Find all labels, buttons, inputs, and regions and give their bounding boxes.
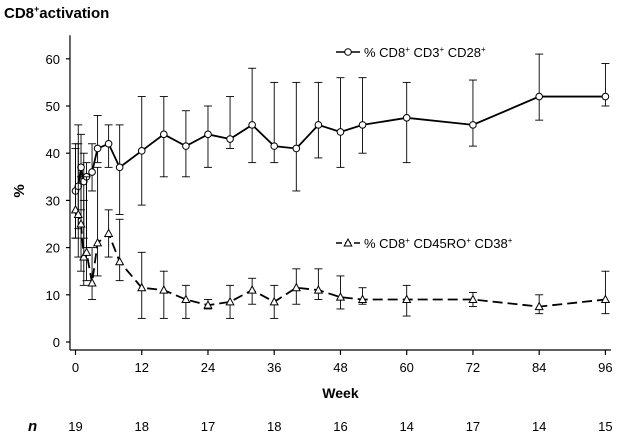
y-tick-label: 60: [46, 52, 60, 67]
data-point: [600, 294, 611, 304]
data-point: [87, 277, 97, 287]
data-point: [292, 144, 301, 153]
n-row-label: n: [28, 418, 37, 435]
x-tick-label: 72: [466, 360, 480, 375]
data-point: [203, 300, 213, 309]
y-tick-label: 50: [46, 99, 60, 114]
data-point: [115, 163, 124, 172]
data-point: [469, 121, 477, 129]
data-point: [248, 121, 256, 129]
n-value: 16: [333, 419, 347, 434]
x-tick-label: 0: [72, 360, 79, 375]
x-tick-label: 60: [399, 360, 413, 375]
n-value: 17: [466, 419, 480, 434]
data-point: [160, 130, 168, 139]
legend-cd45ro-cd38: % CD8+ CD45RO+ CD38+: [336, 236, 513, 251]
data-point: [402, 294, 412, 304]
x-tick-label: 48: [333, 360, 347, 375]
title-superscript: +: [34, 4, 40, 14]
title-rest: activation: [39, 5, 110, 22]
legend-text: % CD8: [364, 45, 405, 60]
data-point: [137, 282, 147, 292]
data-point: [226, 135, 234, 143]
data-point: [79, 251, 89, 261]
data-point: [76, 218, 86, 228]
y-tick-label: 0: [53, 335, 60, 350]
data-point: [336, 128, 345, 136]
y-tick-label: 20: [46, 241, 60, 256]
n-value: 18: [267, 419, 281, 434]
data-point: [115, 256, 125, 266]
x-tick-label: 84: [532, 360, 546, 375]
legend-label: % CD8+ CD45RO+ CD38+: [364, 236, 513, 251]
n-value: 17: [201, 419, 215, 434]
data-point: [247, 285, 257, 294]
n-value: 19: [68, 419, 82, 434]
data-point: [104, 139, 113, 148]
data-point: [181, 294, 191, 304]
data-point: [88, 168, 96, 176]
legend-superscript: +: [405, 236, 410, 245]
data-point: [601, 92, 610, 101]
legend-text: CD28: [444, 45, 481, 60]
x-tick-label: 96: [598, 360, 612, 375]
data-point: [534, 301, 544, 311]
legend-superscript: +: [405, 45, 410, 54]
data-point: [535, 92, 543, 101]
y-tick-label: 40: [46, 146, 60, 161]
title-main: CD8: [4, 5, 35, 22]
data-point: [313, 285, 324, 294]
data-point: [159, 285, 169, 294]
legend-superscript: +: [481, 45, 486, 54]
data-point: [269, 296, 279, 306]
legend-marker: [343, 237, 353, 247]
data-point: [92, 237, 103, 247]
data-point: [225, 296, 235, 306]
y-tick-label: 10: [46, 288, 60, 303]
legend-label: % CD8+ CD3+ CD28+: [364, 45, 486, 60]
data-point: [204, 130, 212, 139]
legend-marker: [344, 48, 352, 56]
x-tick-label: 12: [135, 360, 149, 375]
legend-text: % CD8: [364, 236, 405, 251]
legend-superscript: +: [508, 236, 513, 245]
data-point: [314, 121, 323, 129]
x-tick-label: 24: [201, 360, 215, 375]
n-value: 18: [135, 419, 149, 434]
data-point: [70, 204, 81, 214]
n-value: 14: [532, 419, 546, 434]
data-point: [182, 142, 190, 150]
data-point: [468, 294, 478, 304]
data-point: [357, 294, 368, 304]
n-value: 15: [598, 419, 612, 434]
data-point: [103, 228, 114, 237]
data-point: [81, 247, 92, 256]
legend-text: CD45RO: [410, 236, 466, 251]
data-point: [358, 121, 367, 129]
legend-text: CD3: [410, 45, 440, 60]
legend-cd3-cd28: % CD8+ CD3+ CD28+: [336, 45, 486, 60]
data-point: [137, 147, 146, 155]
chart-title: CD8+activation: [4, 4, 109, 22]
data-point: [270, 142, 279, 150]
y-tick-label: 30: [46, 193, 60, 208]
legend-text: CD38: [471, 236, 508, 251]
series-cd45ro-cd38: [70, 143, 611, 319]
data-point: [291, 282, 301, 292]
data-point: [73, 209, 83, 219]
n-value: 14: [399, 419, 413, 434]
data-point: [402, 114, 411, 122]
x-axis-label: Week: [322, 385, 359, 401]
x-tick-label: 36: [267, 360, 281, 375]
series-cd3-cd28: [71, 53, 610, 249]
data-point: [335, 292, 346, 301]
data-point: [77, 163, 85, 172]
legend-superscript: +: [466, 236, 471, 245]
y-axis-label: %: [11, 184, 28, 197]
legend-superscript: +: [439, 45, 444, 54]
data-point: [93, 144, 102, 153]
